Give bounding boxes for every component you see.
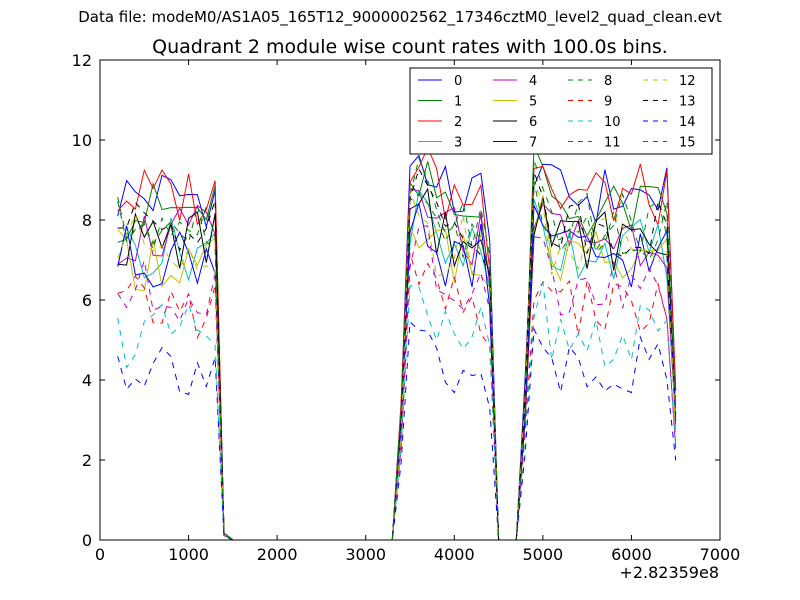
legend-label-0: 0 xyxy=(454,74,462,89)
legend-label-9: 9 xyxy=(604,95,612,110)
x-tick-label: 2000 xyxy=(257,545,298,564)
x-axis-offset-label: +2.82359e8 xyxy=(619,563,719,582)
y-tick-label: 12 xyxy=(72,51,92,70)
legend-label-8: 8 xyxy=(604,74,612,89)
series-line-10 xyxy=(117,282,677,541)
series-line-13 xyxy=(117,167,677,541)
x-tick-label: 7000 xyxy=(700,545,741,564)
series-line-9 xyxy=(117,252,677,541)
legend-label-15: 15 xyxy=(679,136,696,151)
legend-label-4: 4 xyxy=(529,74,537,89)
x-tick-label: 6000 xyxy=(611,545,652,564)
chart-title: Quadrant 2 module wise count rates with … xyxy=(152,36,668,58)
legend-label-2: 2 xyxy=(454,115,462,130)
x-tick-label: 0 xyxy=(95,545,105,564)
y-tick-label: 8 xyxy=(82,211,92,230)
x-tick-label: 3000 xyxy=(345,545,386,564)
y-tick-label: 0 xyxy=(82,531,92,550)
legend-label-7: 7 xyxy=(529,136,537,151)
x-tick-label: 1000 xyxy=(168,545,209,564)
series-line-7 xyxy=(117,203,677,541)
series-line-11 xyxy=(117,225,677,541)
legend-box xyxy=(409,67,713,155)
plot-series-group xyxy=(117,145,677,541)
legend-label-5: 5 xyxy=(529,95,537,110)
legend-label-6: 6 xyxy=(529,115,537,130)
x-tick-label: 5000 xyxy=(522,545,563,564)
legend-label-1: 1 xyxy=(454,95,462,110)
y-tick-label: 4 xyxy=(82,371,92,390)
y-tick-label: 2 xyxy=(82,451,92,470)
figure-suptitle: Data file: modeM0/AS1A05_165T12_90000025… xyxy=(78,8,722,26)
legend-label-12: 12 xyxy=(679,74,696,89)
x-tick-label: 4000 xyxy=(434,545,475,564)
legend-label-13: 13 xyxy=(679,95,696,110)
legend-label-11: 11 xyxy=(604,136,621,151)
y-tick-label: 6 xyxy=(82,291,92,310)
legend-label-3: 3 xyxy=(454,136,462,151)
series-line-14 xyxy=(117,320,677,541)
y-tick-label: 10 xyxy=(72,131,92,150)
legend-label-14: 14 xyxy=(679,115,696,130)
legend-label-10: 10 xyxy=(604,115,621,130)
series-line-15 xyxy=(117,181,677,541)
